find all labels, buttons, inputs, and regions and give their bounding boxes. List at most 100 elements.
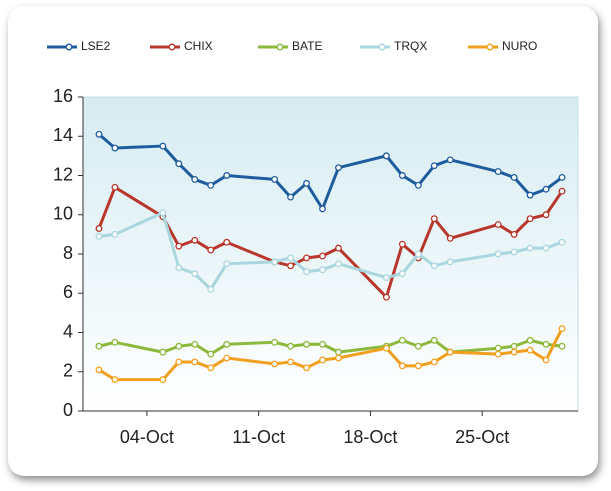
data-point (223, 340, 231, 348)
data-point (335, 348, 342, 356)
series-line (97, 185, 564, 299)
data-point (542, 356, 550, 364)
data-point (526, 244, 534, 252)
data-point (446, 234, 454, 242)
data-point (542, 185, 550, 193)
data-point (526, 346, 534, 354)
data-point (510, 342, 518, 350)
legend-label: TRQX (394, 39, 427, 53)
legend-label: NURO (502, 39, 537, 53)
data-point (414, 250, 422, 258)
data-point (319, 252, 326, 260)
data-point (542, 340, 550, 348)
data-point (303, 179, 310, 187)
data-point (287, 262, 295, 270)
data-point (430, 215, 438, 223)
data-point (159, 209, 167, 217)
data-point (175, 342, 183, 350)
data-point (175, 264, 183, 272)
data-point (558, 187, 566, 195)
data-point (159, 142, 167, 150)
x-tick-label: 25-Oct (455, 427, 509, 447)
series-line (97, 133, 563, 211)
data-point (111, 230, 119, 238)
data-point (207, 364, 215, 372)
data-point (526, 215, 534, 223)
data-point (271, 360, 279, 368)
data-point (207, 285, 215, 293)
legend-marker (378, 43, 386, 51)
legend-label: CHIX (184, 39, 213, 53)
data-point (382, 274, 390, 281)
data-point (175, 160, 183, 168)
data-point (207, 181, 215, 189)
data-point (287, 193, 295, 201)
data-point (542, 244, 550, 252)
data-point (111, 144, 119, 152)
data-point (430, 262, 438, 270)
data-point (398, 336, 406, 344)
data-point (271, 258, 279, 266)
data-point (414, 342, 422, 350)
data-point (303, 254, 310, 262)
data-point (494, 250, 502, 258)
data-point (271, 338, 279, 346)
data-point (303, 340, 310, 348)
data-point (414, 362, 422, 370)
data-point (287, 342, 295, 350)
data-point (510, 348, 518, 356)
data-point (95, 366, 103, 374)
data-point (223, 238, 231, 246)
data-point (207, 350, 215, 358)
data-point (558, 325, 566, 333)
data-point (494, 344, 502, 352)
data-point (335, 164, 342, 172)
y-tick-label: 8 (63, 243, 73, 263)
data-point (430, 162, 438, 170)
data-point (382, 152, 390, 160)
legend-marker (486, 43, 494, 51)
series-line (98, 327, 564, 382)
data-point (287, 358, 295, 366)
data-point (510, 174, 518, 181)
data-point (398, 240, 406, 248)
data-point (398, 172, 406, 179)
data-point (111, 338, 119, 346)
legend-label: LSE2 (81, 39, 111, 53)
data-point (95, 342, 103, 350)
data-point (446, 348, 454, 356)
legend-marker (168, 43, 176, 51)
data-point (414, 181, 422, 189)
data-point (542, 211, 550, 219)
data-point (223, 260, 231, 268)
data-point (558, 342, 566, 350)
data-point (175, 358, 183, 366)
data-point (191, 340, 199, 348)
data-point (382, 344, 390, 352)
data-point (335, 354, 342, 362)
data-point (510, 248, 518, 256)
data-point (303, 268, 310, 276)
data-point (382, 293, 390, 301)
data-point (335, 244, 342, 252)
legend-label: BATE (292, 39, 322, 53)
y-tick-label: 16 (53, 86, 73, 106)
data-point (398, 270, 406, 278)
data-point (319, 340, 326, 348)
data-point (95, 225, 103, 232)
data-point (111, 376, 119, 384)
data-point (319, 356, 326, 364)
y-tick-label: 10 (53, 204, 73, 224)
data-point (175, 242, 183, 250)
data-point (446, 156, 454, 164)
data-point (159, 348, 167, 356)
data-point (526, 191, 534, 199)
data-point (223, 354, 231, 362)
data-point (398, 362, 406, 370)
data-point (494, 350, 502, 358)
data-point (526, 336, 534, 344)
data-point (335, 260, 342, 268)
y-tick-label: 4 (63, 321, 73, 341)
